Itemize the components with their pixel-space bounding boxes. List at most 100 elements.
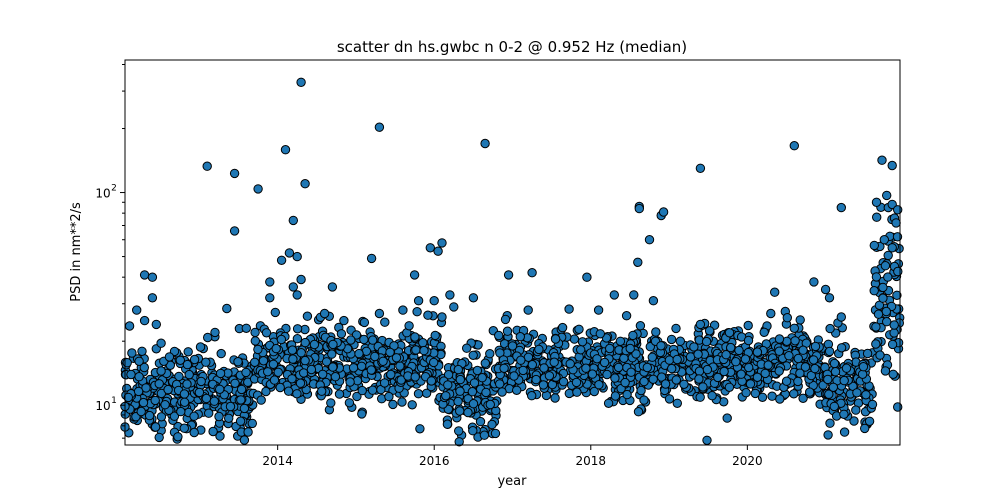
- data-point: [839, 427, 850, 437]
- data-point: [256, 395, 266, 405]
- data-point: [144, 410, 155, 421]
- data-point: [356, 361, 367, 371]
- data-point: [487, 419, 497, 430]
- data-point: [229, 168, 240, 179]
- data-point: [878, 282, 888, 293]
- data-point: [183, 347, 193, 357]
- data-point: [368, 335, 378, 345]
- data-point: [724, 382, 735, 392]
- data-point: [443, 370, 454, 380]
- data-point: [287, 374, 297, 384]
- data-point: [179, 389, 190, 399]
- data-point: [503, 270, 514, 280]
- data-point: [352, 391, 362, 402]
- data-point: [527, 391, 537, 401]
- data-point: [327, 282, 338, 292]
- data-point: [851, 405, 861, 415]
- data-point: [830, 367, 841, 377]
- data-point: [887, 243, 897, 253]
- data-point: [138, 397, 149, 408]
- data-point: [798, 345, 808, 355]
- data-point: [208, 426, 218, 437]
- data-point: [824, 346, 835, 357]
- data-point: [319, 308, 330, 319]
- data-point: [126, 369, 136, 380]
- data-point: [449, 302, 459, 312]
- data-point: [169, 411, 180, 421]
- data-point: [209, 396, 220, 406]
- data-point: [410, 372, 420, 382]
- data-point: [549, 357, 559, 367]
- data-point: [888, 369, 898, 379]
- data-point: [160, 400, 170, 410]
- data-point: [836, 343, 847, 353]
- data-point: [651, 327, 661, 337]
- data-point: [836, 312, 846, 322]
- y-tick-label: 10: [95, 399, 110, 413]
- data-point: [468, 426, 478, 436]
- data-point: [877, 155, 887, 165]
- data-point: [599, 357, 610, 368]
- data-point: [713, 372, 723, 383]
- data-point: [210, 327, 220, 338]
- data-point: [292, 389, 302, 399]
- data-point: [443, 380, 453, 390]
- data-point: [891, 218, 901, 228]
- data-point: [726, 342, 736, 353]
- data-point: [770, 287, 780, 297]
- data-point: [693, 349, 703, 359]
- data-point: [644, 235, 655, 245]
- data-point: [695, 319, 706, 330]
- data-point: [154, 379, 164, 389]
- data-point: [872, 212, 882, 222]
- data-point: [660, 379, 671, 389]
- data-point: [309, 339, 320, 350]
- data-point: [667, 363, 677, 374]
- data-point: [384, 391, 394, 402]
- data-point: [862, 348, 873, 359]
- data-point: [515, 332, 525, 342]
- data-point: [321, 357, 332, 367]
- data-point: [235, 416, 246, 426]
- data-point: [429, 357, 439, 368]
- data-point: [658, 207, 669, 217]
- data-point: [295, 378, 306, 388]
- data-point: [527, 268, 537, 278]
- data-point: [229, 226, 240, 236]
- data-point: [724, 328, 735, 338]
- data-point: [284, 248, 295, 258]
- data-point: [502, 326, 513, 336]
- data-point: [671, 323, 681, 334]
- data-point: [275, 382, 285, 393]
- data-point: [224, 413, 234, 423]
- data-point: [327, 349, 337, 359]
- plot-frame: [124, 59, 901, 446]
- x-tick-label: 2014: [262, 454, 293, 468]
- data-point: [642, 362, 652, 373]
- data-point: [577, 337, 588, 347]
- data-point: [615, 336, 626, 346]
- data-point: [564, 388, 574, 399]
- x-tick-label: 2016: [419, 454, 450, 468]
- data-point: [648, 374, 658, 384]
- data-point: [805, 387, 815, 397]
- data-point: [621, 311, 632, 321]
- data-point: [222, 303, 232, 314]
- data-point: [592, 354, 602, 364]
- data-point: [571, 377, 582, 388]
- data-point: [887, 160, 897, 171]
- data-point: [795, 368, 805, 378]
- y-tick-exponent: 2: [111, 184, 117, 194]
- data-point: [366, 365, 376, 375]
- data-point: [455, 386, 465, 396]
- data-point: [296, 77, 306, 88]
- data-point: [357, 385, 367, 396]
- data-point: [150, 422, 161, 432]
- data-point: [345, 377, 355, 387]
- data-point: [871, 339, 881, 349]
- data-point: [721, 350, 731, 360]
- data-point: [388, 399, 398, 410]
- data-point: [480, 358, 490, 368]
- data-point: [265, 277, 275, 287]
- data-point: [468, 293, 479, 303]
